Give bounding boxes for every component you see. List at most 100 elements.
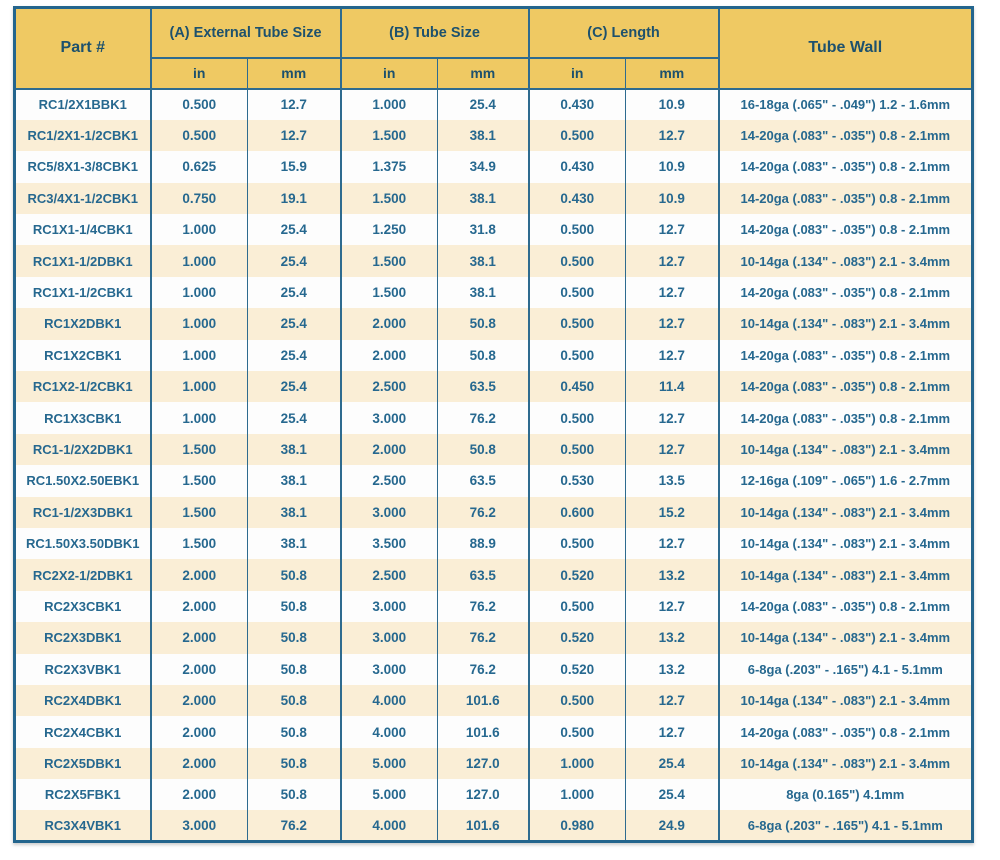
tube-wall-cell: 10-14ga (.134" - .083") 2.1 - 3.4mm xyxy=(717,684,973,717)
part-number-cell: RC1/2X1BBK1 xyxy=(14,88,151,120)
tube-size-in-cell: 2.000 xyxy=(339,433,438,466)
tube-wall-cell: 14-20ga (.083" - .035") 0.8 - 2.1mm xyxy=(717,590,973,623)
length-in-cell: 0.500 xyxy=(527,684,626,717)
table-row: RC1X1-1/2DBK1 1.000 25.4 1.500 38.1 0.500 12.7… xyxy=(14,245,973,277)
table-row: RC2X4DBK1 2.000 50.8 4.000 101.6 0.500 12.7 10-… xyxy=(14,684,973,717)
unit-header-a-in: in xyxy=(149,57,248,90)
tube-size-mm-cell: 76.2 xyxy=(437,402,529,434)
length-in-cell: 0.520 xyxy=(527,653,626,685)
tube-size-mm-cell: 38.1 xyxy=(437,245,529,277)
table-row: RC2X2-1/2DBK1 2.000 50.8 2.500 63.5 0.520 13.2… xyxy=(14,559,973,591)
external-tube-size-mm-cell: 50.8 xyxy=(246,716,341,748)
length-mm-cell: 12.7 xyxy=(625,433,719,466)
tube-size-in-cell: 2.500 xyxy=(339,371,438,403)
external-tube-size-in-cell: 1.000 xyxy=(149,276,248,309)
tube-size-in-cell: 2.500 xyxy=(339,465,438,497)
external-tube-size-in-cell: 1.500 xyxy=(149,527,248,560)
tube-size-mm-cell: 127.0 xyxy=(437,779,529,811)
length-in-cell: 0.980 xyxy=(527,810,626,842)
tube-wall-cell: 10-14ga (.134" - .083") 2.1 - 3.4mm xyxy=(717,433,973,466)
part-number-cell: RC1X1-1/2CBK1 xyxy=(14,276,151,309)
external-tube-size-mm-cell: 25.4 xyxy=(246,245,341,277)
part-number-cell: RC1/2X1-1/2CBK1 xyxy=(14,119,151,152)
unit-header-b-mm: mm xyxy=(437,57,529,90)
tube-size-in-cell: 1.500 xyxy=(339,182,438,215)
external-tube-size-mm-cell: 50.8 xyxy=(246,684,341,717)
external-tube-size-mm-cell: 12.7 xyxy=(246,88,341,120)
tube-wall-cell: 6-8ga (.203" - .165") 4.1 - 5.1mm xyxy=(717,653,973,685)
length-mm-cell: 25.4 xyxy=(625,779,719,811)
external-tube-size-in-cell: 2.000 xyxy=(149,559,248,591)
tube-size-in-cell: 1.000 xyxy=(339,88,438,120)
tube-wall-cell: 10-14ga (.134" - .083") 2.1 - 3.4mm xyxy=(717,527,973,560)
part-number-cell: RC1-1/2X2DBK1 xyxy=(14,433,151,466)
tube-wall-cell: 10-14ga (.134" - .083") 2.1 - 3.4mm xyxy=(717,308,973,340)
external-tube-size-in-cell: 3.000 xyxy=(149,810,248,842)
tube-wall-cell: 12-16ga (.109" - .065") 1.6 - 2.7mm xyxy=(717,465,973,497)
length-mm-cell: 12.7 xyxy=(625,214,719,246)
external-tube-size-in-cell: 1.000 xyxy=(149,371,248,403)
tube-wall-cell: 14-20ga (.083" - .035") 0.8 - 2.1mm xyxy=(717,339,973,372)
length-in-cell: 0.500 xyxy=(527,119,626,152)
external-tube-size-in-cell: 1.500 xyxy=(149,433,248,466)
external-tube-size-in-cell: 2.000 xyxy=(149,779,248,811)
length-in-cell: 0.500 xyxy=(527,590,626,623)
tube-size-mm-cell: 31.8 xyxy=(437,214,529,246)
unit-header-c-mm: mm xyxy=(625,57,719,90)
part-number-cell: RC2X3VBK1 xyxy=(14,653,151,685)
part-number-cell: RC1X2-1/2CBK1 xyxy=(14,371,151,403)
length-mm-cell: 12.7 xyxy=(625,119,719,152)
length-mm-cell: 12.7 xyxy=(625,402,719,434)
external-tube-size-mm-cell: 25.4 xyxy=(246,276,341,309)
length-mm-cell: 12.7 xyxy=(625,527,719,560)
tube-size-in-cell: 2.000 xyxy=(339,308,438,340)
external-tube-size-in-cell: 1.000 xyxy=(149,245,248,277)
tube-size-mm-cell: 63.5 xyxy=(437,559,529,591)
external-tube-size-mm-cell: 25.4 xyxy=(246,371,341,403)
length-mm-cell: 12.7 xyxy=(625,276,719,309)
external-tube-size-in-cell: 2.000 xyxy=(149,747,248,780)
tube-size-mm-cell: 63.5 xyxy=(437,465,529,497)
column-header-tube-wall: Tube Wall xyxy=(717,7,973,90)
tube-size-in-cell: 1.500 xyxy=(339,119,438,152)
part-number-cell: RC1-1/2X3DBK1 xyxy=(14,496,151,528)
table-row: RC1X2DBK1 1.000 25.4 2.000 50.8 0.500 12.7 10-1… xyxy=(14,308,973,340)
length-mm-cell: 10.9 xyxy=(625,182,719,215)
external-tube-size-in-cell: 1.000 xyxy=(149,308,248,340)
tube-size-in-cell: 3.000 xyxy=(339,402,438,434)
tube-size-mm-cell: 101.6 xyxy=(437,716,529,748)
external-tube-size-in-cell: 2.000 xyxy=(149,622,248,654)
tube-size-mm-cell: 50.8 xyxy=(437,433,529,466)
tube-size-mm-cell: 38.1 xyxy=(437,119,529,152)
tube-wall-cell: 6-8ga (.203" - .165") 4.1 - 5.1mm xyxy=(717,810,973,842)
tube-wall-cell: 10-14ga (.134" - .083") 2.1 - 3.4mm xyxy=(717,496,973,528)
length-mm-cell: 13.2 xyxy=(625,653,719,685)
tube-size-in-cell: 5.000 xyxy=(339,747,438,780)
external-tube-size-in-cell: 2.000 xyxy=(149,684,248,717)
external-tube-size-in-cell: 0.500 xyxy=(149,119,248,152)
length-mm-cell: 13.2 xyxy=(625,622,719,654)
table-row: RC1-1/2X2DBK1 1.500 38.1 2.000 50.8 0.500 12.7… xyxy=(14,433,973,466)
unit-header-c-in: in xyxy=(527,57,626,90)
tube-size-in-cell: 1.500 xyxy=(339,276,438,309)
external-tube-size-mm-cell: 50.8 xyxy=(246,653,341,685)
tube-size-mm-cell: 101.6 xyxy=(437,684,529,717)
length-in-cell: 0.600 xyxy=(527,496,626,528)
tube-wall-cell: 14-20ga (.083" - .035") 0.8 - 2.1mm xyxy=(717,371,973,403)
column-group-length: (C) Length xyxy=(527,7,719,59)
tube-wall-cell: 14-20ga (.083" - .035") 0.8 - 2.1mm xyxy=(717,214,973,246)
table-row: RC1X1-1/2CBK1 1.000 25.4 1.500 38.1 0.500 12.7… xyxy=(14,276,973,309)
table-header: Part # (A) External Tube Size (B) Tube S… xyxy=(14,7,973,90)
part-number-cell: RC2X3CBK1 xyxy=(14,590,151,623)
length-in-cell: 0.530 xyxy=(527,465,626,497)
tube-size-mm-cell: 76.2 xyxy=(437,622,529,654)
table-row: RC1/2X1BBK1 0.500 12.7 1.000 25.4 0.430 10.9 16… xyxy=(14,88,973,120)
part-number-cell: RC1X1-1/2DBK1 xyxy=(14,245,151,277)
tube-wall-cell: 14-20ga (.083" - .035") 0.8 - 2.1mm xyxy=(717,276,973,309)
external-tube-size-in-cell: 1.000 xyxy=(149,214,248,246)
tube-wall-cell: 14-20ga (.083" - .035") 0.8 - 2.1mm xyxy=(717,151,973,183)
tube-size-in-cell: 1.500 xyxy=(339,245,438,277)
table-row: RC1/2X1-1/2CBK1 0.500 12.7 1.500 38.1 0.500 12… xyxy=(14,119,973,152)
length-in-cell: 0.500 xyxy=(527,276,626,309)
length-mm-cell: 12.7 xyxy=(625,245,719,277)
